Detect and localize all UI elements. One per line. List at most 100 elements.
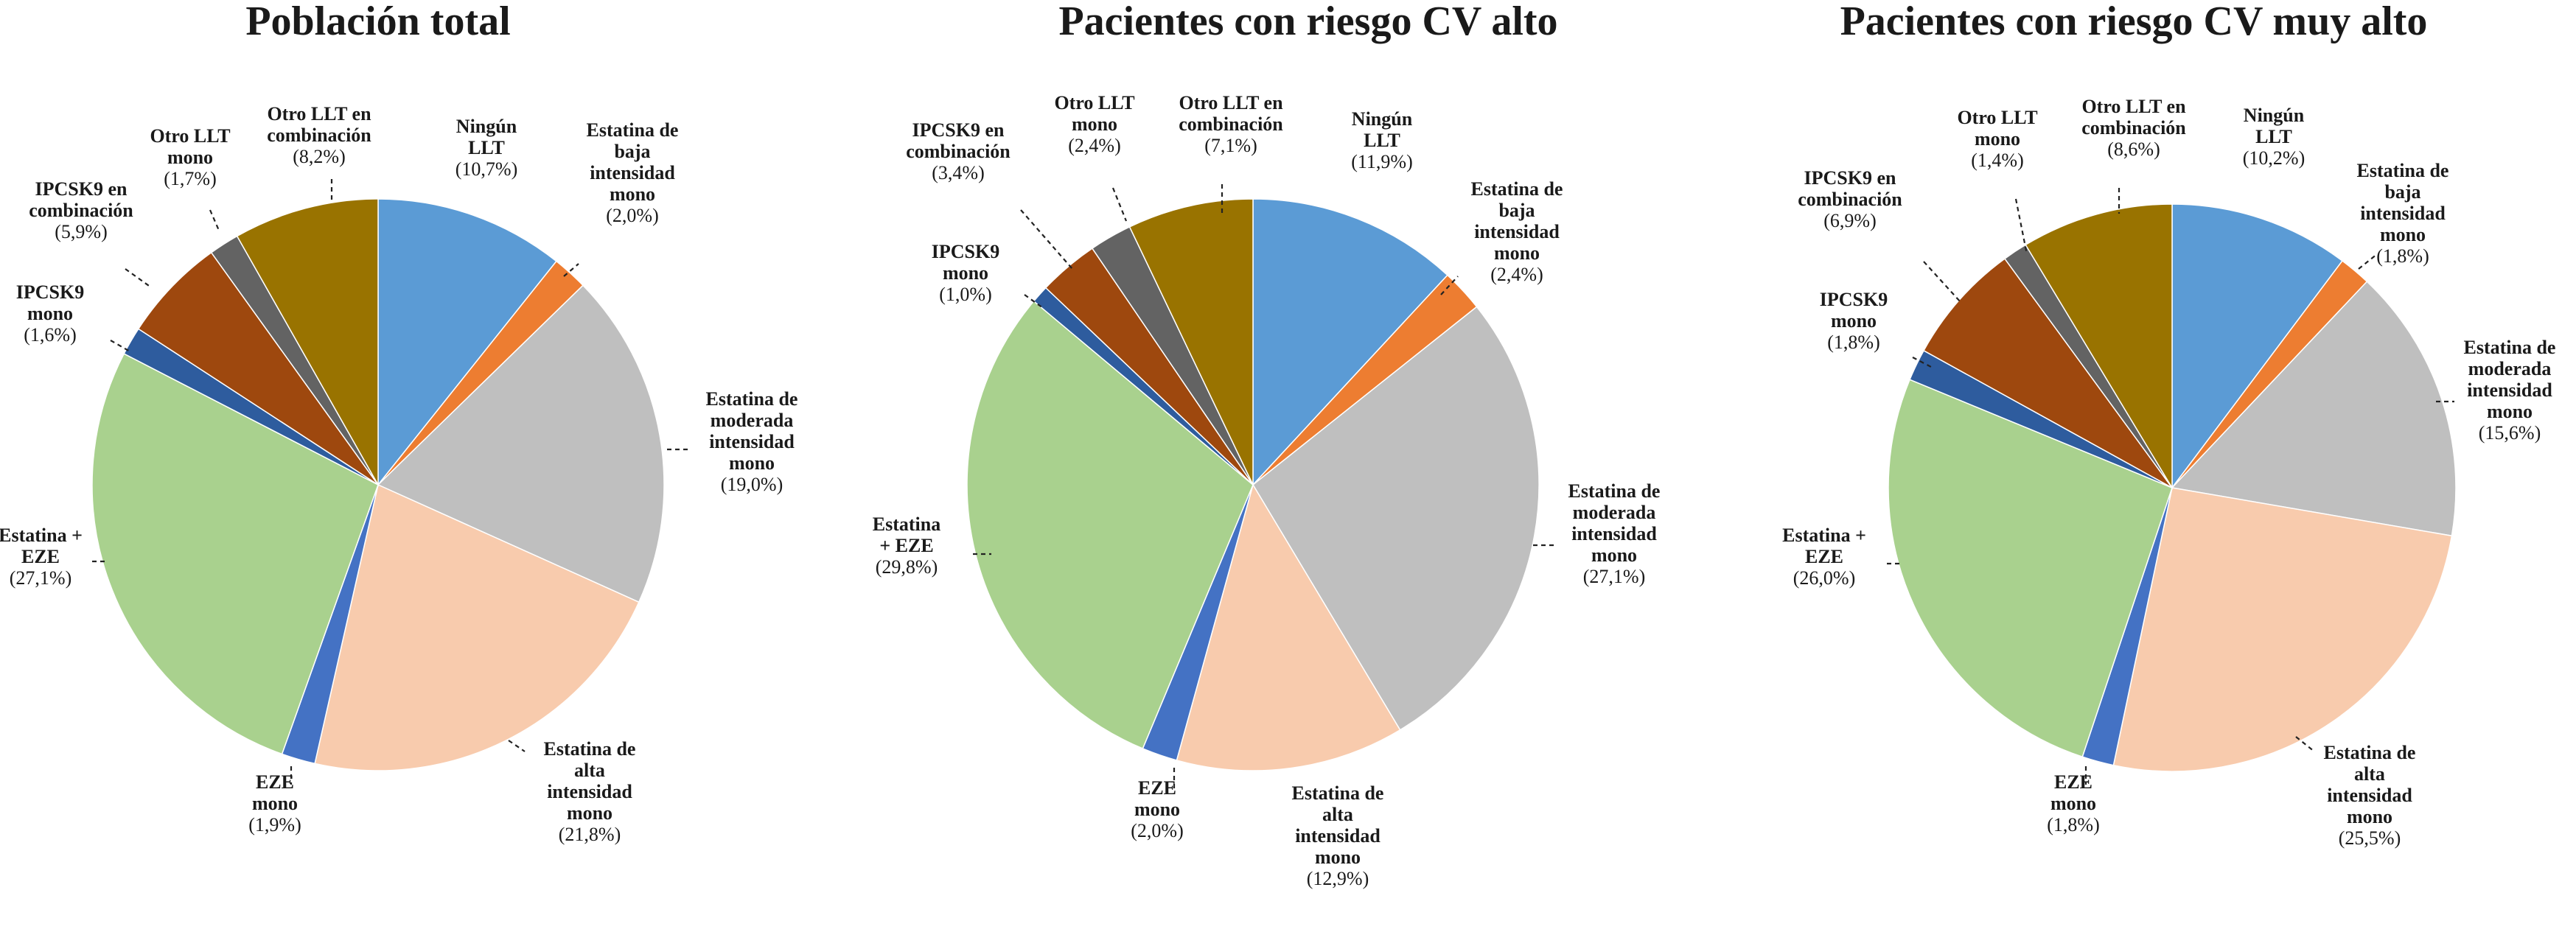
label-name-line: Estatina de	[587, 119, 679, 141]
label-percent: (2,4%)	[1068, 135, 1120, 156]
slice-label-alta: Estatina de alta intensidad mono (12,9%)	[1292, 782, 1384, 889]
pie-slice-moderada	[2171, 281, 2457, 537]
label-name-line: Otro LLT	[150, 125, 230, 147]
label-percent: (10,7%)	[455, 158, 517, 180]
label-name-line: mono	[1494, 242, 1540, 264]
pie-slice-ipcsk9_comb	[137, 251, 379, 486]
label-percent: (1,9%)	[248, 814, 301, 835]
label-name-line: Ningún	[2244, 105, 2305, 126]
slice-label-otro_mono: Otro LLT mono (2,4%)	[1054, 92, 1134, 156]
label-name-line: intensidad	[1295, 825, 1381, 847]
leader-line	[1440, 276, 1459, 295]
label-name-line: intensidad	[709, 431, 795, 452]
label-name-line: intensidad	[2327, 785, 2412, 806]
slice-label-alta: Estatina de alta intensidad mono (21,8%)	[544, 738, 636, 845]
label-percent: (12,9%)	[1307, 868, 1369, 889]
label-percent: (26,0%)	[1793, 567, 1855, 589]
label-name-line: moderada	[711, 410, 794, 431]
leader-line	[125, 268, 152, 288]
slice-label-ningun: Ningún LLT (11,9%)	[1351, 108, 1413, 172]
slice-label-ipcsk9_comb: IPCSK9 en combinación (5,9%)	[29, 178, 133, 242]
pie-slice-alta	[2112, 487, 2453, 772]
label-percent: (29,8%)	[876, 556, 938, 578]
leader-line	[110, 340, 132, 353]
leader-line	[2295, 736, 2315, 752]
label-name-line: baja	[2384, 181, 2420, 203]
slice-label-otro_comb: Otro LLT en combinación (8,6%)	[2081, 96, 2186, 160]
leader-line	[1020, 209, 1073, 270]
leader-line	[2014, 198, 2028, 255]
pie-slice-moderada	[1252, 306, 1540, 731]
pie-slice-otro_comb	[1128, 198, 1254, 486]
label-name-line: IPCSK9 en	[912, 119, 1005, 141]
label-name-line: + EZE	[879, 535, 933, 556]
label-name-line: Otro LLT en	[2081, 96, 2186, 117]
label-percent: (1,7%)	[164, 168, 216, 189]
label-name-line: mono	[1831, 310, 1877, 332]
label-percent: (5,9%)	[55, 221, 107, 242]
label-name-line: alta	[574, 760, 605, 781]
leader-line	[209, 209, 221, 233]
label-name-line: intensidad	[2467, 379, 2552, 401]
label-name-line: Ningún	[456, 116, 517, 137]
pie-slice-moderada	[377, 284, 665, 603]
slice-label-eze_mono: EZE mono (1,8%)	[2047, 771, 2099, 835]
slice-label-baja: Estatina de baja intensidad mono (1,8%)	[2357, 160, 2449, 267]
slice-label-alta: Estatina de alta intensidad mono (25,5%)	[2324, 742, 2416, 849]
label-name-line: Estatina de	[706, 388, 798, 410]
label-name-line: EZE	[21, 546, 60, 567]
label-name-line: mono	[1315, 847, 1361, 868]
slice-label-baja: Estatina de baja intensidad mono (2,4%)	[1471, 178, 1563, 285]
label-name-line: Otro LLT	[1054, 92, 1134, 113]
label-percent: (6,9%)	[1823, 210, 1876, 231]
leader-line	[1923, 261, 1961, 303]
label-name-line: baja	[1498, 200, 1535, 221]
slice-label-estatina_eze: Estatina + EZE (27,1%)	[0, 525, 83, 589]
slice-label-estatina_eze: Estatina + EZE (26,0%)	[1782, 525, 1866, 589]
label-name-line: Otro LLT en	[1179, 92, 1283, 113]
label-name-line: Estatina de	[1471, 178, 1563, 200]
slice-label-otro_mono: Otro LLT mono (1,4%)	[1957, 107, 2037, 171]
label-name-line: mono	[610, 183, 655, 205]
label-name-line: moderada	[2468, 358, 2552, 379]
label-name-line: mono	[1591, 544, 1637, 566]
label-name-line: mono	[27, 303, 73, 324]
chart-title: Pacientes con riesgo CV muy alto	[1840, 0, 2428, 44]
label-name-line: intensidad	[2360, 203, 2446, 224]
label-percent: (1,8%)	[2047, 814, 2099, 835]
label-name-line: IPCSK9	[16, 281, 84, 303]
slice-label-estatina_eze: Estatina + EZE (29,8%)	[873, 514, 940, 578]
label-name-line: combinación	[1798, 189, 1902, 210]
label-name-line: intensidad	[547, 781, 632, 802]
label-name-line: combinación	[2081, 117, 2186, 139]
label-name-line: alta	[2354, 763, 2385, 785]
label-percent: (11,9%)	[1351, 151, 1413, 172]
slice-label-otro_comb: Otro LLT en combinación (7,1%)	[1179, 92, 1283, 156]
slice-label-ipcsk9_mono: IPCSK9 mono (1,8%)	[1820, 289, 1888, 353]
pie-slice-otro_comb	[2025, 203, 2173, 490]
label-name-line: EZE	[2054, 771, 2092, 793]
label-name-line: Estatina de	[1292, 782, 1384, 804]
pie-slice-estatina_eze	[1888, 379, 2173, 758]
slice-label-otro_mono: Otro LLT mono (1,7%)	[150, 125, 230, 189]
label-percent: (25,5%)	[2339, 827, 2401, 849]
label-name-line: mono	[252, 793, 298, 814]
pie-chart-1: Población total Ningún LLT (10,7%) Estatina …	[0, 0, 797, 845]
label-name-line: LLT	[468, 137, 505, 158]
leader-line	[508, 740, 526, 752]
chart-title: Pacientes con riesgo CV alto	[1058, 0, 1557, 44]
label-percent: (19,0%)	[721, 474, 783, 495]
label-name-line: mono	[567, 802, 612, 824]
label-name-line: mono	[167, 147, 213, 168]
pie-slice-ningun	[1252, 198, 1448, 486]
label-percent: (8,2%)	[293, 146, 345, 167]
label-name-line: Ningún	[1352, 108, 1413, 130]
leader-line	[563, 263, 579, 277]
label-name-line: IPCSK9 en	[35, 178, 128, 200]
chart-title: Población total	[245, 0, 510, 44]
label-name-line: EZE	[1138, 777, 1176, 799]
label-percent: (21,8%)	[559, 824, 621, 845]
slice-label-ipcsk9_comb: IPCSK9 en combinación (3,4%)	[906, 119, 1010, 183]
